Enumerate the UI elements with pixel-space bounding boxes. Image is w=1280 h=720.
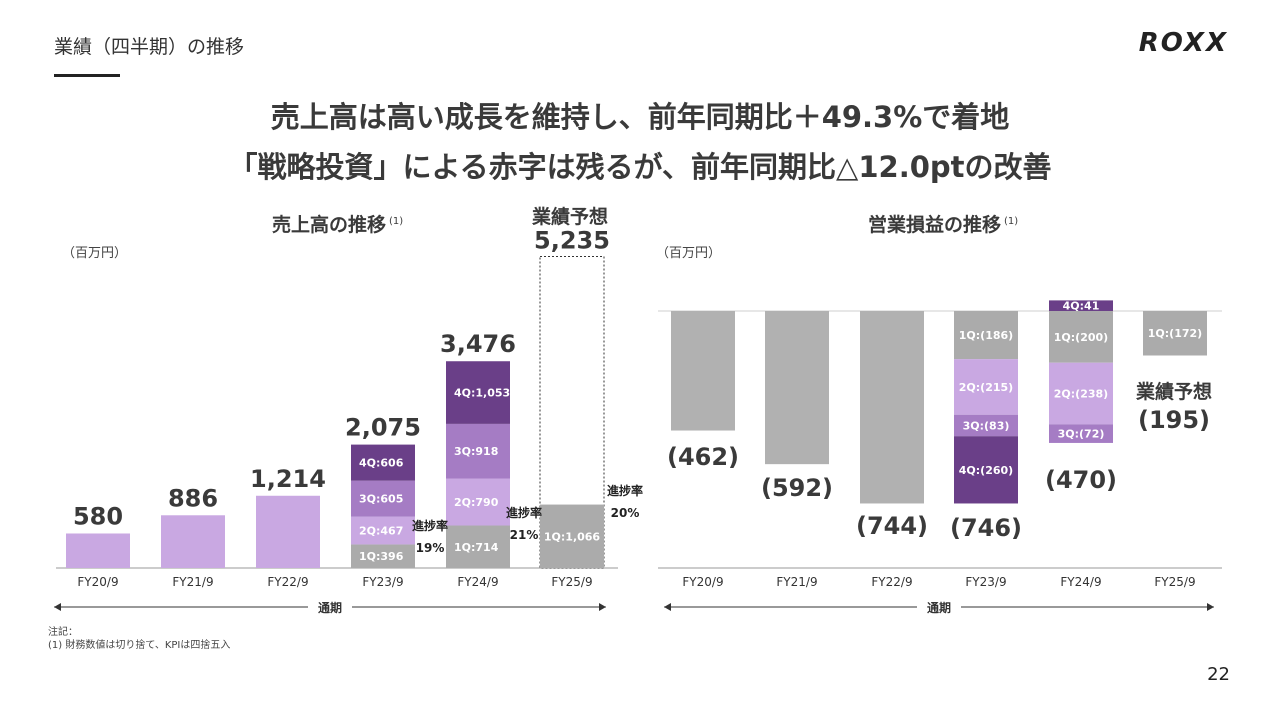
operating-span-arrow-right [1207,603,1214,611]
revenue-forecast-total: 5,235 [534,227,610,255]
revenue-progress-label: 進捗率 [607,483,643,498]
revenue-1q-label: 1Q:714 [454,541,499,554]
operating-2q-bar [1049,362,1113,425]
operating-x-tick: FY21/9 [776,575,817,589]
operating-4q-bar [1049,300,1113,311]
operating-total-label: (746) [950,514,1022,542]
revenue-unit-label: （百万円） [62,246,128,261]
revenue-progress-label: 進捗率 [412,518,448,533]
revenue-progress-value: 21% [510,528,539,542]
revenue-total-label: 1,214 [250,465,326,493]
revenue-1q-bar [446,525,510,568]
revenue-span-label: 通期 [318,600,342,615]
revenue-x-tick: FY21/9 [172,575,213,589]
revenue-2q-label: 2Q:467 [359,525,403,538]
revenue-span-arrow-left [54,603,61,611]
revenue-forecast-label: 業績予想 [531,206,608,228]
revenue-x-tick: FY22/9 [267,575,308,589]
footnote-text: (1) 財務数値は切り捨て、KPIは四捨五入 [48,640,231,651]
revenue-3q-label: 3Q:918 [454,445,498,458]
revenue-q1-label: 1Q:1,066 [544,530,601,543]
footnote: 注記： (1) 財務数値は切り捨て、KPIは四捨五入 [48,626,230,652]
revenue-4q-label: 4Q:1,053 [454,387,510,400]
headline-revenue: 売上高は高い成長を維持し、前年同期比＋49.3%で着地 [270,100,1010,134]
operating-span-label-bg [917,598,961,616]
operating-4q-bar [954,436,1018,504]
revenue-progress-value: 19% [416,541,445,555]
operating-x-tick: FY20/9 [682,575,723,589]
revenue-1q-bar [351,544,415,568]
revenue-span-arrow-right [599,603,606,611]
revenue-3q-bar [351,480,415,517]
operating-x-tick: FY24/9 [1060,575,1101,589]
operating-q1-label: 1Q:(172) [1148,327,1202,340]
revenue-bar [256,495,320,568]
revenue-bar [66,533,130,568]
revenue-q1-bar [540,504,604,568]
operating-1q-bar [1049,311,1113,363]
operating-chart: FY20/9 (462) FY21/9 (592) FY22/9 (744) FY23/9 1… [658,300,1222,616]
operating-bar [671,311,735,431]
revenue-progress-value: 20% [611,506,640,520]
operating-x-tick: FY23/9 [965,575,1006,589]
revenue-chart: FY20/9 580 FY21/9 886 FY22/9 1,214 FY23/9 1Q:39… [54,227,643,616]
operating-2q-label: 2Q:(215) [959,381,1013,394]
operating-3q-bar [1049,424,1113,443]
operating-q1-bar [1143,311,1207,356]
revenue-total-label: 3,476 [440,330,516,358]
revenue-progress-label: 進捗率 [506,505,542,520]
revenue-1q-label: 1Q:396 [359,550,404,563]
page-number: 22 [1207,664,1230,685]
revenue-4q-label: 4Q:606 [359,457,404,470]
operating-unit-label: （百万円） [656,246,722,261]
operating-total-label: (195) [1138,406,1210,434]
footnote-heading: 注記： [48,627,78,638]
revenue-x-tick: FY24/9 [457,575,498,589]
revenue-span-label-bg [308,598,352,616]
operating-3q-bar [954,414,1018,437]
operating-total-label: (462) [667,443,739,471]
operating-2q-bar [954,359,1018,415]
operating-2q-label: 2Q:(238) [1054,388,1108,401]
revenue-x-tick: FY23/9 [362,575,403,589]
operating-total-label: (592) [761,474,833,502]
revenue-x-tick: FY25/9 [551,575,592,589]
revenue-4q-bar [446,361,510,424]
operating-x-tick: FY25/9 [1154,575,1195,589]
operating-bar [860,311,924,504]
revenue-bar [161,515,225,568]
section-title: 業績（四半期）の推移 [54,36,245,58]
operating-1q-label: 1Q:(186) [959,329,1013,342]
operating-span-label: 通期 [927,600,951,615]
operating-x-tick: FY22/9 [871,575,912,589]
revenue-3q-bar [446,423,510,479]
revenue-total-label: 886 [168,484,218,512]
operating-chart-title: 営業損益の推移 (1) [868,214,1019,236]
revenue-forecast-box [539,256,605,569]
revenue-2q-label: 2Q:790 [454,496,499,509]
operating-4q-label: 4Q:(260) [959,464,1013,477]
operating-1q-bar [954,311,1018,360]
revenue-2q-bar [446,478,510,526]
revenue-2q-bar [351,516,415,545]
section-underline [54,74,120,77]
operating-forecast-label: 業績予想 [1135,380,1212,403]
revenue-total-label: 580 [73,502,123,530]
revenue-x-tick: FY20/9 [77,575,118,589]
operating-total-label: (744) [856,512,928,540]
revenue-chart-title: 売上高の推移 (1) [272,214,404,236]
revenue-3q-label: 3Q:605 [359,493,403,506]
operating-4q-label: 4Q:41 [1063,300,1100,313]
revenue-4q-bar [351,444,415,481]
operating-3q-label: 3Q:(83) [963,419,1010,432]
headline-operating-loss: 「戦略投資」による赤字は残るが、前年同期比△12.0ptの改善 [228,150,1052,184]
roxx-logo: ROXX [1138,28,1228,58]
operating-total-label: (470) [1045,466,1117,494]
operating-bar [765,311,829,465]
revenue-total-label: 2,075 [345,414,421,442]
operating-3q-label: 3Q:(72) [1058,428,1105,441]
operating-span-arrow-left [664,603,671,611]
operating-1q-label: 1Q:(200) [1054,331,1108,344]
